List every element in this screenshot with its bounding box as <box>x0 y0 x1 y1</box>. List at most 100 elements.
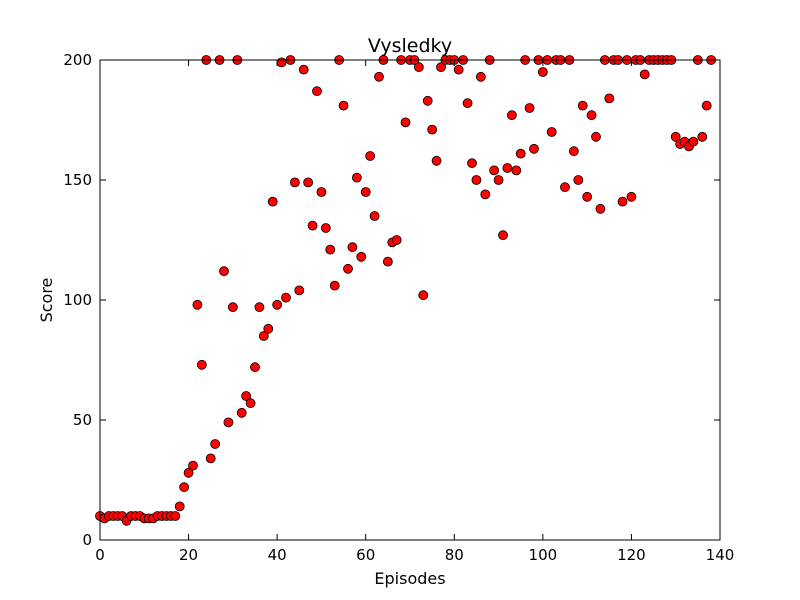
chart-title: Vysledky <box>368 35 452 57</box>
x-tick-label: 20 <box>179 546 198 564</box>
data-point <box>303 177 314 188</box>
data-point <box>670 131 681 142</box>
data-point <box>374 71 384 82</box>
x-tick-label: 40 <box>268 546 287 564</box>
data-point <box>546 127 557 137</box>
x-axis-label: Episodes <box>374 569 445 588</box>
data-point <box>436 62 446 73</box>
data-point <box>263 323 274 334</box>
data-point <box>701 100 712 111</box>
data-point <box>617 196 628 207</box>
data-point <box>511 165 522 176</box>
data-point <box>515 148 526 159</box>
data-point <box>241 391 252 401</box>
data-point <box>338 100 349 111</box>
data-point <box>343 263 353 274</box>
data-point <box>475 71 486 82</box>
x-tick-label: 100 <box>529 546 558 564</box>
data-point <box>289 177 300 188</box>
data-point <box>471 175 482 185</box>
data-point <box>418 290 429 301</box>
data-point <box>316 187 327 197</box>
data-point <box>427 124 438 135</box>
data-point <box>298 64 309 75</box>
data-point <box>422 95 433 106</box>
data-point <box>369 211 380 221</box>
data-point <box>250 362 260 373</box>
data-point <box>347 242 358 253</box>
data-point <box>595 203 606 214</box>
data-point <box>568 146 579 157</box>
data-point <box>582 191 593 202</box>
data-point <box>205 453 216 464</box>
data-point <box>604 93 615 104</box>
data-point <box>529 143 539 154</box>
data-points <box>95 55 717 526</box>
data-point <box>351 172 362 183</box>
data-point <box>272 299 283 310</box>
y-axis-label: Score <box>37 278 56 323</box>
data-point <box>506 110 517 121</box>
data-point <box>174 501 185 512</box>
data-point <box>480 189 491 200</box>
data-point <box>223 417 234 428</box>
data-point <box>591 131 601 142</box>
y-tick-label: 100 <box>63 291 92 309</box>
data-point <box>294 285 305 296</box>
data-point <box>183 467 194 478</box>
data-point <box>254 302 265 313</box>
data-point <box>586 110 597 121</box>
data-point <box>493 175 504 185</box>
data-point <box>639 69 650 80</box>
x-tick-label: 140 <box>706 546 735 564</box>
x-tick-label: 120 <box>617 546 646 564</box>
data-point <box>281 292 291 303</box>
data-point <box>413 62 424 73</box>
data-point <box>276 57 287 68</box>
data-point <box>312 86 322 97</box>
data-point <box>560 182 570 193</box>
data-point <box>524 103 535 113</box>
data-point <box>502 163 513 173</box>
y-tick-label: 200 <box>63 51 92 69</box>
data-point <box>307 220 318 231</box>
y-tick-label: 50 <box>73 411 92 429</box>
data-point <box>400 117 411 128</box>
data-point <box>382 256 393 267</box>
data-point <box>210 439 221 449</box>
data-point <box>577 100 588 111</box>
data-point <box>467 158 477 169</box>
x-axis-ticks: 0 20 40 60 80 100 120 140 <box>95 60 734 564</box>
data-point <box>196 359 207 370</box>
y-axis-ticks: 0 50 100 150 200 <box>63 51 720 549</box>
y-tick-label: 150 <box>63 171 92 189</box>
data-point <box>462 98 473 109</box>
data-point <box>236 407 247 418</box>
data-point <box>258 331 269 341</box>
data-point <box>320 223 331 233</box>
data-point <box>170 511 181 521</box>
data-point <box>431 155 442 166</box>
x-tick-label: 80 <box>445 546 464 564</box>
data-point <box>688 136 699 147</box>
data-point <box>227 302 238 313</box>
data-point <box>489 165 500 176</box>
data-point <box>391 235 402 245</box>
data-point <box>626 191 637 202</box>
y-tick-label: 0 <box>82 531 92 549</box>
data-point <box>179 482 190 493</box>
data-point <box>356 251 367 262</box>
data-point <box>360 187 371 197</box>
data-point <box>192 299 203 310</box>
x-tick-label: 0 <box>95 546 105 564</box>
data-point <box>267 196 278 207</box>
data-point <box>453 64 464 75</box>
x-tick-label: 60 <box>356 546 375 564</box>
data-point <box>245 398 256 409</box>
data-point <box>219 266 229 277</box>
data-point <box>365 151 376 161</box>
data-point <box>188 460 198 471</box>
data-point <box>697 131 708 142</box>
